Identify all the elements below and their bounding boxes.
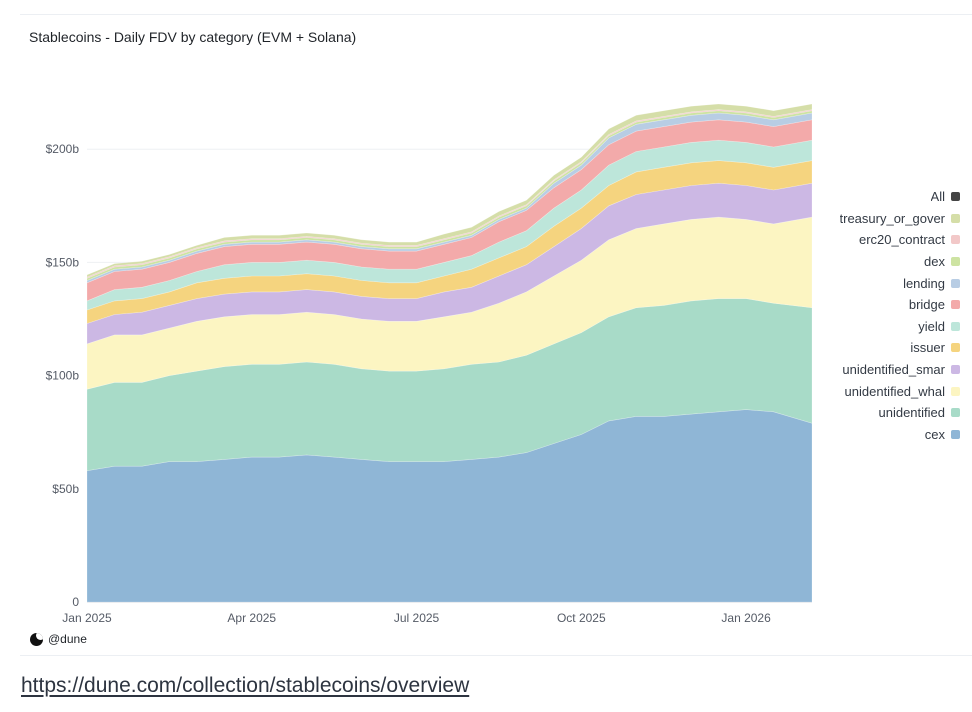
legend-swatch <box>951 213 960 223</box>
legend-item-issuer[interactable]: issuer <box>800 337 960 359</box>
chart-card: Stablecoins - Daily FDV by category (EVM… <box>20 14 972 656</box>
legend-item-erc20-contract[interactable]: erc20_contract <box>800 229 960 251</box>
legend-item-unidentified[interactable]: unidentified <box>800 402 960 424</box>
area-treasury-or-gover <box>86 103 813 278</box>
legend-swatch <box>951 192 960 202</box>
legend-label: erc20_contract <box>859 232 945 248</box>
legend-item-unidentified-whal[interactable]: unidentified_whal <box>800 380 960 402</box>
x-tick-label: Apr 2025 <box>227 611 276 625</box>
y-tick-label: $150b <box>46 255 80 269</box>
y-axis: 0 $50b $100b $150b $200b <box>46 142 80 609</box>
legend-item-unidentified-smar[interactable]: unidentified_smar <box>800 359 960 381</box>
legend-label: yield <box>918 318 945 334</box>
dune-logo-icon <box>30 632 43 646</box>
legend-swatch <box>951 235 960 245</box>
legend-label: dex <box>924 254 945 270</box>
legend-label: lending <box>903 275 945 291</box>
legend-swatch <box>951 278 960 288</box>
legend-swatch <box>951 300 960 310</box>
x-tick-label: Jan 2025 <box>62 611 112 625</box>
legend-swatch <box>951 408 960 418</box>
legend-label: unidentified <box>878 405 946 421</box>
legend-item-all[interactable]: All <box>800 186 960 208</box>
x-tick-label: Jul 2025 <box>394 611 440 625</box>
legend-item-cex[interactable]: cex <box>800 424 960 446</box>
legend-label: issuer <box>910 340 945 356</box>
legend-swatch <box>951 386 960 396</box>
dune-handle: @dune <box>48 632 87 646</box>
legend-label: unidentified_smar <box>842 362 945 378</box>
legend-item-dex[interactable]: dex <box>800 251 960 273</box>
x-tick-label: Oct 2025 <box>557 611 606 625</box>
y-tick-label: $50b <box>52 482 79 496</box>
y-tick-label: $100b <box>46 369 80 383</box>
series-areas <box>86 103 813 603</box>
x-tick-label: Jan 2026 <box>721 611 771 625</box>
legend-item-treasury-or-gover[interactable]: treasury_or_gover <box>800 208 960 230</box>
legend-swatch <box>951 257 960 267</box>
y-tick-label: 0 <box>72 595 79 609</box>
legend-swatch <box>951 321 960 331</box>
legend-swatch <box>951 343 960 353</box>
legend-label: bridge <box>908 297 945 313</box>
chart-title: Stablecoins - Daily FDV by category (EVM… <box>29 29 357 45</box>
legend-swatch <box>951 429 960 439</box>
legend-label: cex <box>924 426 945 442</box>
legend-label: unidentified_whal <box>844 383 945 399</box>
legend-item-yield[interactable]: yield <box>800 316 960 338</box>
x-axis: Jan 2025 Apr 2025 Jul 2025 Oct 2025 Jan 2026 <box>62 611 771 625</box>
y-tick-label: $200b <box>46 142 80 156</box>
legend-label: treasury_or_gover <box>839 210 946 226</box>
legend-item-bridge[interactable]: bridge <box>800 294 960 316</box>
legend-label: All <box>930 189 945 205</box>
collection-link[interactable]: https://dune.com/collection/stablecoins/… <box>21 674 470 697</box>
legend-swatch <box>951 365 960 375</box>
dune-watermark: @dune <box>30 632 87 646</box>
legend-item-lending[interactable]: lending <box>800 272 960 294</box>
